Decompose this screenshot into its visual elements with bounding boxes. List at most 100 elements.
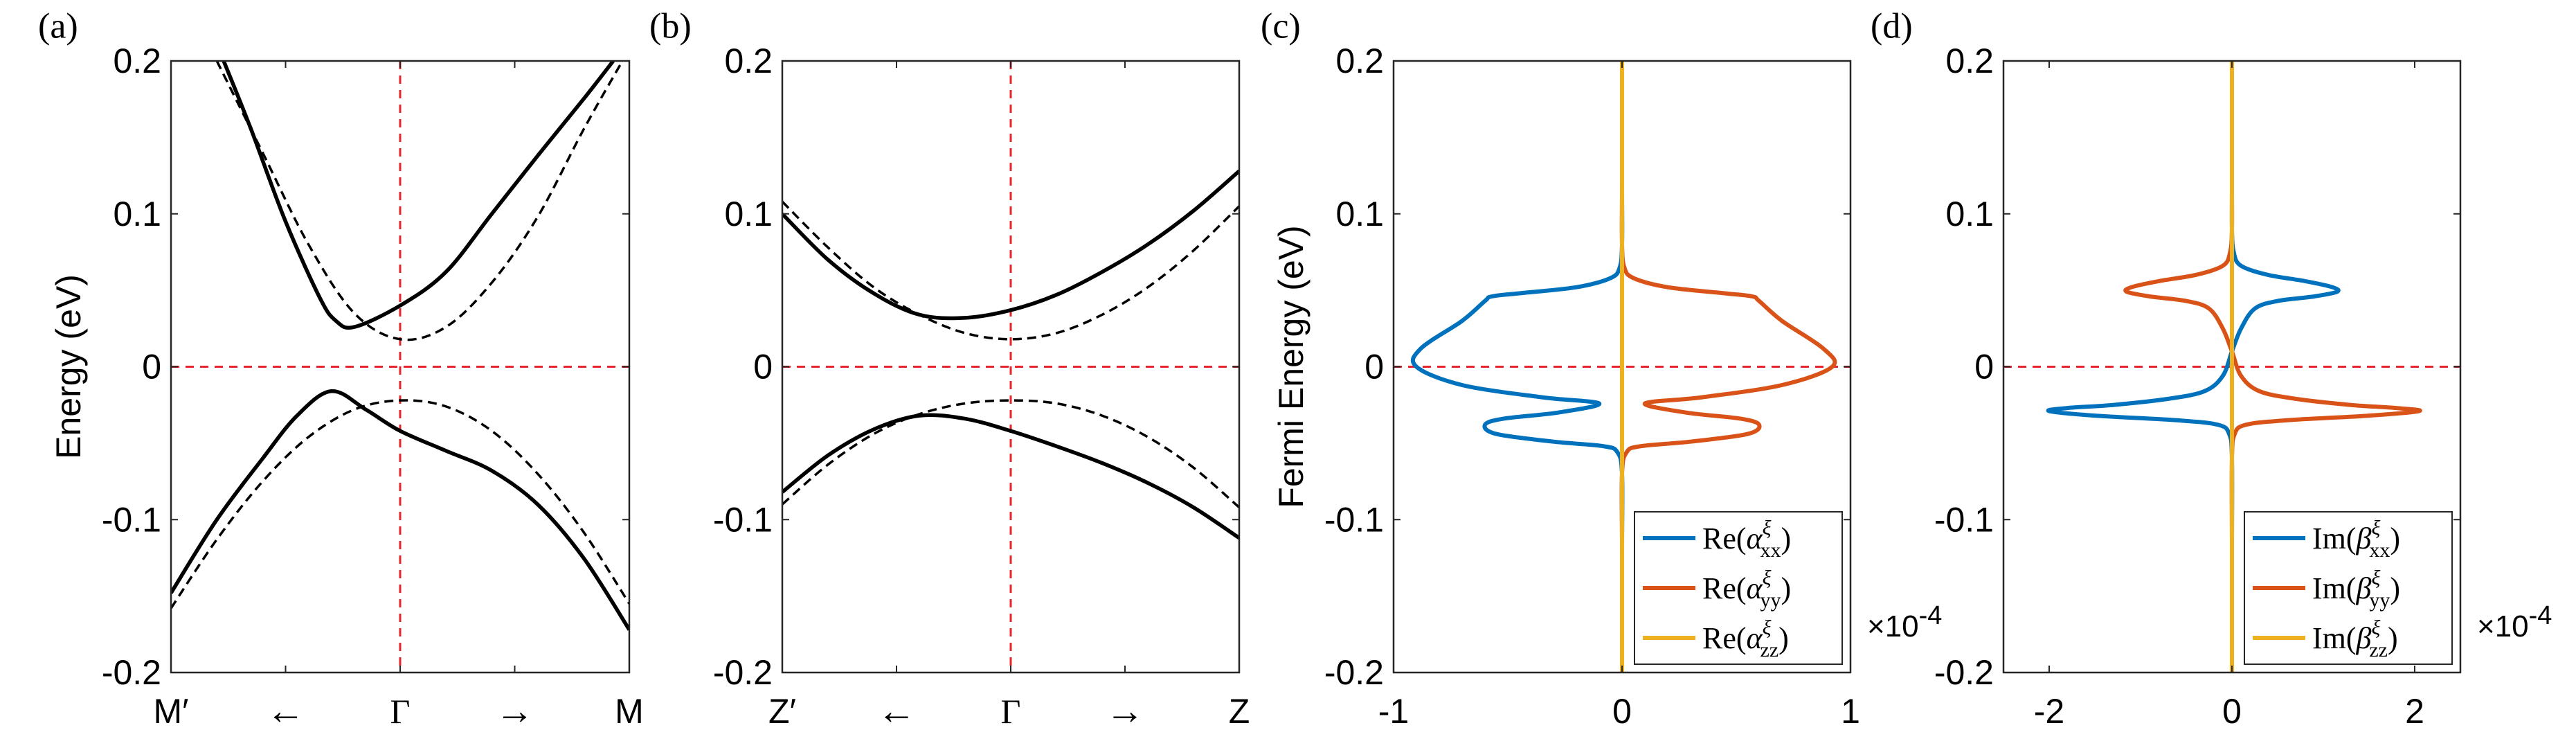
y-tick-label: -0.1 xyxy=(1324,500,1384,539)
y-tick-label: -0.1 xyxy=(102,500,161,539)
legend-symbol: α xyxy=(1747,522,1763,555)
legend-fn: Im( xyxy=(2312,522,2357,555)
legend-sub: yy xyxy=(1760,589,1781,612)
x-tick-label: -1 xyxy=(1378,692,1409,731)
x-tick-label: → xyxy=(496,690,534,733)
x-tick-label: Z′ xyxy=(768,692,796,731)
legend-sup: ξ xyxy=(1763,517,1772,540)
legend-sub: xx xyxy=(1760,539,1781,562)
panel-1: -0.2 -0.1 0 0.1 0.2 M′ ← Γ → M (a) Energy (eV) xyxy=(38,7,644,733)
exponent-base: ×10 xyxy=(2477,609,2529,643)
y-tick-label: 0.1 xyxy=(113,195,161,233)
legend-close: ) xyxy=(2390,522,2400,555)
legend-fn: Re( xyxy=(1702,522,1747,555)
panel-label: (c) xyxy=(1261,7,1301,46)
y-tick-label: 0 xyxy=(1974,348,1994,386)
legend-item: Re(αξ xx) xyxy=(1643,517,1791,562)
exponent-power: -4 xyxy=(1919,601,1943,630)
legend-symbol: β xyxy=(2356,522,2372,555)
y-tick-label: 0.1 xyxy=(724,195,773,233)
series-line-dashed-valence xyxy=(782,399,1239,508)
series-line-re-yy- xyxy=(1619,61,1837,673)
exponent-base: ×10 xyxy=(1867,609,1919,643)
y-tick-label: 0.1 xyxy=(1335,195,1384,233)
series-line-solid-valence xyxy=(171,389,629,631)
legend-fn: Re( xyxy=(1702,571,1747,605)
legend-fn: Im( xyxy=(2312,571,2357,605)
series-line-im-yy- xyxy=(2123,61,2422,673)
legend-label: Re(αξ xx) xyxy=(1702,517,1791,562)
legend-item: Re(αξ zz) xyxy=(1643,616,1789,661)
series-layer xyxy=(171,61,629,673)
x-tick-label: Z xyxy=(1229,692,1250,731)
x-tick-label: ← xyxy=(267,690,305,733)
y-tick-label: 0.2 xyxy=(113,42,161,80)
legend-fn: Im( xyxy=(2312,621,2357,655)
x-tick-label: ← xyxy=(877,690,916,733)
panel-label: (d) xyxy=(1871,7,1913,46)
x-tick-label: M′ xyxy=(153,692,188,731)
x-exponent-label: ×10-4 xyxy=(1867,601,1942,643)
y-tick-label: 0.2 xyxy=(1945,42,1994,80)
x-tick-label: -2 xyxy=(2034,692,2064,731)
legend-item: Im(βξ xx) xyxy=(2253,517,2400,562)
legend-fn: Re( xyxy=(1702,621,1747,655)
y-tick-label: 0 xyxy=(753,348,773,386)
panel-label: (b) xyxy=(649,7,692,46)
x-tick-label: Γ xyxy=(1001,692,1021,731)
series-line-dashed-valence xyxy=(171,399,629,609)
series-line-dashed-conduction xyxy=(215,61,624,341)
legend-sup: ξ xyxy=(1763,616,1772,639)
x-tick-label: 2 xyxy=(2405,692,2424,731)
y-tick-label: 0.2 xyxy=(724,42,773,80)
legend-sub: yy xyxy=(2369,589,2390,612)
legend-label: Re(αξ zz) xyxy=(1702,616,1789,661)
x-tick-label: Γ xyxy=(390,692,411,731)
legend-item: Im(βξ zz) xyxy=(2253,616,2398,661)
y-tick-label: 0.1 xyxy=(1945,195,1994,233)
series-line-solid-conduction xyxy=(782,169,1239,321)
x-tick-label: M xyxy=(615,692,644,731)
series-line-solid-valence xyxy=(782,413,1239,540)
series-line-im-xx- xyxy=(2046,61,2341,673)
y-tick-label: 0.2 xyxy=(1335,42,1384,80)
series-line-dashed-conduction xyxy=(782,200,1239,341)
legend-item: Im(βξ yy) xyxy=(2253,567,2400,612)
y-axis-label: Fermi Energy (eV) xyxy=(1272,225,1310,508)
x-tick-label: 0 xyxy=(2222,692,2242,731)
legend-sup: ξ xyxy=(2371,567,2380,589)
y-tick-label: -0.1 xyxy=(713,500,773,539)
y-tick-label: 0 xyxy=(1364,348,1384,386)
series-layer xyxy=(782,61,1239,673)
legend-symbol: β xyxy=(2356,571,2372,605)
x-tick-label: 1 xyxy=(1841,692,1860,731)
legend-close: ) xyxy=(1781,571,1792,605)
legend-sup: ξ xyxy=(2371,517,2380,540)
series-line-re-xx- xyxy=(1410,61,1625,673)
series-layer xyxy=(1394,61,1850,673)
legend: Im(βξ xx)Im(βξ yy)Im(βξ zz) xyxy=(2244,511,2453,665)
legend-label: Im(βξ yy) xyxy=(2312,567,2400,612)
legend-sub: xx xyxy=(2369,539,2390,562)
legend-sup: ξ xyxy=(1763,567,1772,589)
legend-symbol: α xyxy=(1747,621,1763,655)
panel-2: -0.2 -0.1 0 0.1 0.2 Z′ ← Γ → Z (b) xyxy=(649,7,1250,733)
y-tick-label: -0.2 xyxy=(1324,653,1384,692)
y-tick-label: -0.2 xyxy=(1934,653,1994,692)
y-tick-label: -0.2 xyxy=(713,653,773,692)
y-tick-label: 0 xyxy=(142,348,161,386)
y-tick-label: -0.2 xyxy=(102,653,161,692)
legend-item: Re(αξ yy) xyxy=(1643,567,1791,612)
legend-sup: ξ xyxy=(2371,616,2380,639)
legend-label: Re(αξ yy) xyxy=(1702,567,1791,612)
legend-symbol: β xyxy=(2356,621,2372,655)
panel-label: (a) xyxy=(38,7,78,46)
legend-close: ) xyxy=(1781,522,1792,555)
x-tick-label: 0 xyxy=(1612,692,1632,731)
legend-close: ) xyxy=(1778,621,1789,655)
y-axis-label: Energy (eV) xyxy=(49,274,88,459)
legend-close: ) xyxy=(2388,621,2398,655)
legend-label: Im(βξ xx) xyxy=(2312,517,2400,562)
series-line-solid-conduction xyxy=(222,61,615,330)
